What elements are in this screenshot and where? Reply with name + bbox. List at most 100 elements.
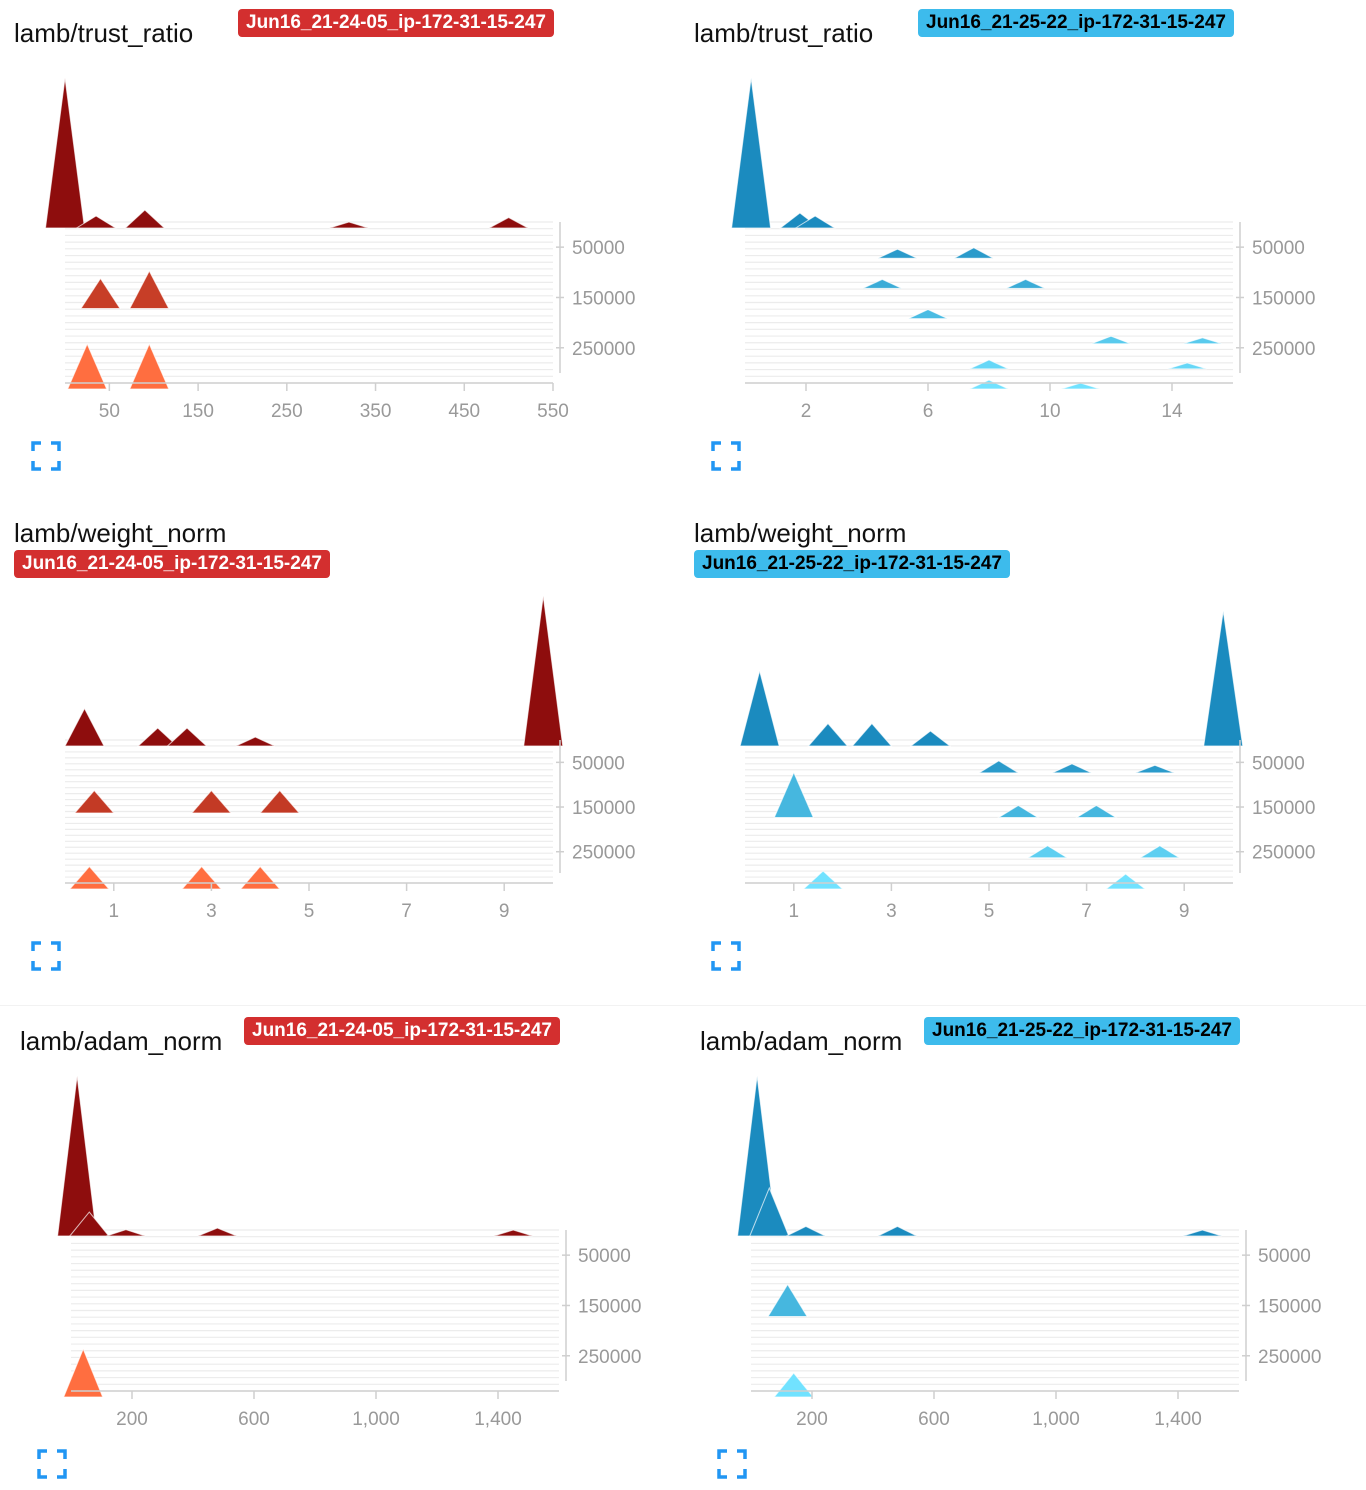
- histogram-peak: [909, 730, 952, 747]
- histogram-peak: [66, 342, 108, 390]
- histogram-peak: [197, 1227, 238, 1237]
- run-badge: Jun16_21-24-05_ip-172-31-15-247: [238, 9, 554, 37]
- histogram-chart: 1 3 5 7 9 50000 150000 250000: [739, 610, 1315, 922]
- x-tick-label: 200: [796, 1409, 828, 1430]
- step-tick-label: 250000: [1252, 339, 1315, 360]
- histogram-peak: [124, 209, 166, 229]
- step-tick-label: 50000: [572, 238, 625, 259]
- histogram-peak: [953, 247, 994, 259]
- histogram-peak: [731, 77, 772, 229]
- histogram-peak: [1026, 845, 1069, 859]
- card-title: lamb/trust_ratio: [694, 18, 874, 48]
- histogram-peak: [57, 1075, 98, 1237]
- histogram-peak: [773, 771, 815, 818]
- histogram-card-weight-norm-run2: lamb/weight_norm Jun16_21-25-22_ip-172-3…: [680, 500, 1350, 990]
- x-tick-label: 50: [99, 401, 120, 422]
- histogram-peak: [1167, 362, 1207, 370]
- histogram-peak: [908, 309, 948, 320]
- histogram-peak: [793, 215, 837, 229]
- histogram-peak: [802, 870, 844, 890]
- step-tick-label: 50000: [572, 753, 625, 774]
- step-tick-label: 250000: [572, 843, 635, 864]
- x-tick-label: 200: [116, 1409, 148, 1430]
- histogram-peak: [877, 1225, 918, 1237]
- histogram-peak: [977, 760, 1021, 774]
- histogram-chart: 200 600 1,000 1,400 50000 150000 250000: [57, 1075, 641, 1430]
- histogram-chart: 2 6 10 14 50000 150000 250000: [731, 77, 1315, 422]
- histogram-peak: [68, 865, 111, 890]
- histogram-peak: [969, 379, 1009, 390]
- x-tick-label: 450: [448, 401, 480, 422]
- step-tick-label: 250000: [578, 1347, 641, 1368]
- histogram-peak: [259, 789, 301, 814]
- histogram-peak: [996, 804, 1040, 818]
- histogram-chart: 200 600 1,000 1,400 50000 150000 250000: [737, 1075, 1321, 1430]
- x-tick-label: 1: [109, 901, 120, 922]
- x-tick-label: 600: [238, 1409, 270, 1430]
- expand-glyph: [31, 941, 61, 971]
- histogram-peak: [1075, 804, 1118, 818]
- x-tick-label: 1,000: [352, 1409, 400, 1430]
- histogram-chart: 1 3 5 7 9 50000 150000 250000: [64, 595, 635, 922]
- expand-icon[interactable]: [711, 441, 741, 471]
- x-tick-label: 1,400: [474, 1409, 522, 1430]
- histogram-peak: [877, 248, 918, 259]
- x-tick-label: 1,000: [1032, 1409, 1080, 1430]
- histogram-peak: [862, 278, 902, 289]
- histogram-peak: [44, 77, 86, 229]
- expand-icon[interactable]: [31, 941, 61, 971]
- histogram-peak: [767, 1283, 809, 1317]
- histogram-peak: [62, 1347, 104, 1398]
- histogram-peak: [1104, 873, 1147, 890]
- histogram-peak: [190, 789, 233, 814]
- x-tick-label: 2: [801, 401, 812, 422]
- histogram-peak: [1091, 335, 1131, 345]
- expand-glyph: [711, 441, 741, 471]
- card-title: lamb/trust_ratio: [14, 18, 194, 48]
- histogram-peak: [166, 727, 208, 747]
- histogram-peak: [73, 789, 115, 814]
- histogram-peak: [106, 1229, 146, 1237]
- histogram-peak: [1182, 1229, 1223, 1237]
- x-tick-label: 7: [401, 901, 412, 922]
- histogram-peak: [128, 269, 170, 309]
- expand-glyph: [717, 1449, 747, 1479]
- histogram-peak: [64, 707, 105, 747]
- x-tick-label: 9: [1179, 901, 1190, 922]
- step-tick-label: 150000: [1252, 798, 1315, 819]
- histogram-peak: [851, 722, 893, 747]
- expand-icon[interactable]: [717, 1449, 747, 1479]
- histogram-peak: [1203, 610, 1244, 747]
- step-tick-label: 250000: [572, 339, 635, 360]
- histogram-peak: [969, 359, 1009, 370]
- expand-icon[interactable]: [711, 941, 741, 971]
- x-tick-label: 3: [886, 901, 897, 922]
- histogram-peak: [807, 722, 849, 747]
- expand-icon[interactable]: [37, 1449, 67, 1479]
- run-badge: Jun16_21-25-22_ip-172-31-15-247: [694, 550, 1010, 578]
- x-tick-label: 5: [304, 901, 315, 922]
- histogram-peak: [493, 1229, 533, 1237]
- expand-glyph: [31, 441, 61, 471]
- histogram-peak: [235, 736, 276, 747]
- step-tick-label: 150000: [1252, 288, 1315, 309]
- step-tick-label: 50000: [1252, 238, 1305, 259]
- run-badge: Jun16_21-24-05_ip-172-31-15-247: [14, 550, 330, 578]
- x-tick-label: 1: [789, 901, 800, 922]
- histogram-peak: [136, 727, 179, 747]
- histogram-peak: [1052, 763, 1092, 774]
- card-title: lamb/weight_norm: [694, 518, 907, 548]
- histogram-card-trust-ratio-run2: lamb/trust_ratio Jun16_21-25-22_ip-172-3…: [680, 0, 1350, 490]
- histogram-peak: [1135, 764, 1175, 774]
- x-tick-label: 10: [1039, 401, 1060, 422]
- x-tick-label: 1,400: [1154, 1409, 1202, 1430]
- histogram-chart: 50 150 250 350 450 550 50000 150000 250000: [44, 77, 635, 422]
- histogram-peak: [739, 669, 780, 747]
- histogram-peak: [523, 595, 564, 747]
- histogram-peak: [74, 215, 118, 229]
- expand-icon[interactable]: [31, 441, 61, 471]
- step-tick-label: 250000: [1258, 1347, 1321, 1368]
- step-tick-label: 150000: [1258, 1296, 1321, 1317]
- step-tick-label: 50000: [1252, 753, 1305, 774]
- x-tick-label: 550: [537, 401, 569, 422]
